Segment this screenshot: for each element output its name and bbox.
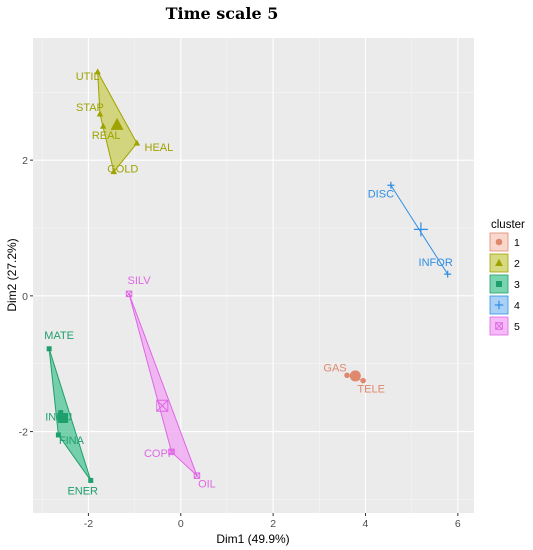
legend: cluster 1 2 3 4 5 — [489, 219, 525, 336]
point-fina — [55, 432, 61, 438]
legend-label-3: 3 — [514, 279, 520, 291]
point-silv — [125, 290, 133, 298]
label-real: REAL — [92, 130, 121, 142]
cluster-points — [46, 68, 452, 483]
label-gold: GOLD — [107, 164, 138, 176]
legend-marker-2 — [495, 258, 503, 266]
label-stap: STAP — [76, 102, 104, 114]
label-disc: DISC — [368, 188, 394, 200]
cluster-center-5 — [156, 399, 169, 412]
point-infor — [444, 270, 452, 278]
point-heal — [133, 139, 141, 146]
label-tele: TELE — [357, 384, 385, 396]
point-ener — [88, 477, 94, 483]
x-tick-label: -2 — [84, 518, 93, 530]
x-tick-label: 4 — [363, 518, 369, 530]
legend-label-5: 5 — [514, 321, 520, 333]
label-gas: GAS — [323, 362, 346, 374]
label-fina: FINA — [59, 435, 85, 447]
point-indu — [58, 410, 64, 416]
label-infor: INFOR — [419, 257, 453, 269]
point-labels: GAS TELE UTIL STAP REAL HEAL GOLD MATE INDU FINA E… — [44, 71, 453, 497]
point-stap — [96, 110, 104, 117]
cluster-center-4 — [413, 222, 428, 237]
point-tele — [360, 377, 366, 384]
legend-label-1: 1 — [514, 237, 520, 249]
x-tick-label: 6 — [455, 518, 461, 530]
legend-label-4: 4 — [514, 300, 520, 312]
x-axis-title: Dim1 (49.9%) — [216, 532, 289, 546]
legend-marker-4 — [494, 300, 504, 310]
y-tick-label: 0 — [22, 291, 28, 303]
y-axis-title: Dim2 (27.2%) — [5, 238, 19, 311]
legend-marker-5 — [495, 322, 503, 330]
x-tick-label: 2 — [270, 518, 276, 530]
label-ener: ENER — [67, 485, 98, 497]
point-real — [99, 122, 107, 129]
label-heal: HEAL — [145, 142, 174, 154]
point-mate — [46, 346, 52, 352]
y-tick-label: -2 — [19, 427, 28, 439]
point-gas — [344, 372, 350, 378]
label-mate: MATE — [44, 330, 74, 342]
cluster-hull-3 — [48, 348, 92, 481]
point-oil — [193, 472, 201, 479]
point-copp — [168, 448, 175, 456]
point-util — [94, 68, 101, 75]
legend-title: cluster — [491, 219, 525, 231]
label-copp: COPP — [144, 448, 175, 460]
label-indu: INDU — [45, 412, 72, 424]
legend-label-2: 2 — [514, 258, 520, 270]
legend-marker-1 — [495, 238, 503, 246]
point-disc — [387, 181, 395, 189]
x-tick-label: 0 — [178, 518, 184, 530]
label-oil: OIL — [198, 479, 216, 491]
cluster-center-1 — [349, 370, 361, 382]
point-gold — [110, 168, 118, 175]
cluster-hull-5 — [128, 293, 198, 477]
cluster-center-2 — [110, 117, 124, 130]
legend-marker-3 — [496, 281, 502, 287]
axis-ticks: -2 0 2 4 6 -2 0 2 — [19, 155, 461, 530]
label-util: UTIL — [76, 71, 100, 83]
label-silv: SILV — [128, 275, 152, 287]
y-tick-label: 2 — [22, 155, 28, 167]
chart-title: Time scale 5 — [166, 4, 279, 23]
cluster-center-3 — [58, 413, 69, 423]
